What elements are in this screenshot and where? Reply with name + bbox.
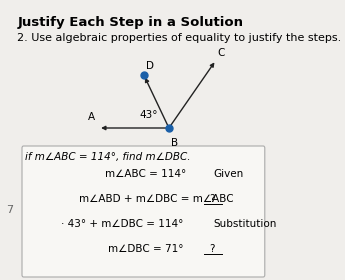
Text: C: C <box>218 48 225 58</box>
Text: ?: ? <box>209 194 215 204</box>
Text: D: D <box>146 61 154 71</box>
Text: 2. Use algebraic properties of equality to justify the steps.: 2. Use algebraic properties of equality … <box>17 33 342 43</box>
Text: · 43° + m∠DBC = 114°: · 43° + m∠DBC = 114° <box>61 219 183 229</box>
FancyBboxPatch shape <box>22 146 265 277</box>
Text: Justify Each Step in a Solution: Justify Each Step in a Solution <box>17 16 243 29</box>
Text: m∠ABD + m∠DBC = m∠ABC: m∠ABD + m∠DBC = m∠ABC <box>79 194 233 204</box>
Text: Substitution: Substitution <box>214 219 277 229</box>
Text: 7: 7 <box>6 205 13 215</box>
Text: A: A <box>88 112 95 122</box>
Text: if m∠ABC = 114°, find m∠DBC.: if m∠ABC = 114°, find m∠DBC. <box>25 152 191 162</box>
Text: m∠ABC = 114°: m∠ABC = 114° <box>105 169 186 179</box>
Text: 43°: 43° <box>139 110 158 120</box>
Text: B: B <box>171 138 178 148</box>
Text: m∠DBC = 71°: m∠DBC = 71° <box>108 244 183 254</box>
Text: Given: Given <box>214 169 244 179</box>
Text: ?: ? <box>209 244 215 254</box>
